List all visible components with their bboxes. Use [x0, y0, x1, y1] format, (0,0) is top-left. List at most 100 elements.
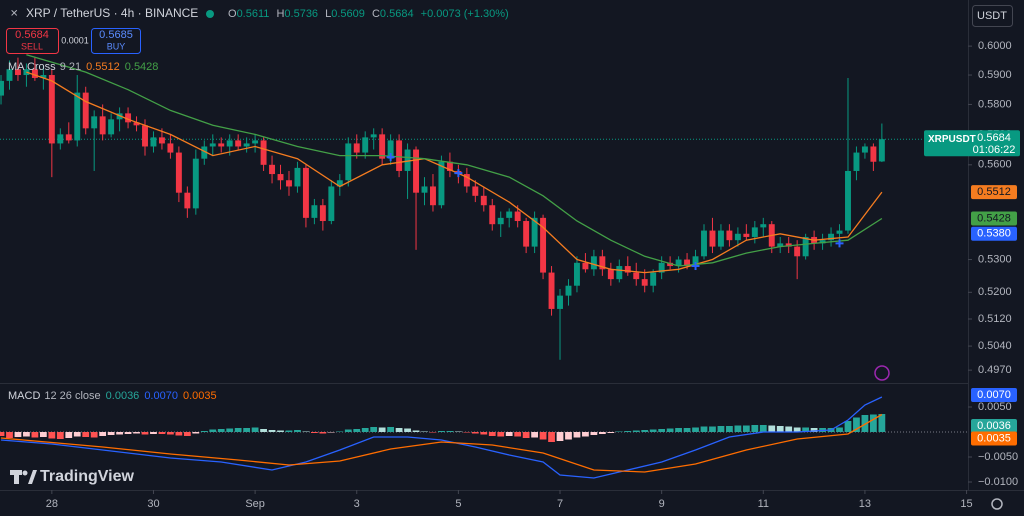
cross-marker: [454, 169, 463, 178]
candle-body: [794, 246, 801, 257]
collapse-icon[interactable]: ✕: [10, 9, 18, 20]
histogram-bar: [590, 432, 598, 435]
candle-body: [836, 230, 843, 234]
histogram-bar: [167, 432, 174, 435]
ohlc-value: 0.5684: [380, 8, 414, 20]
macd-name: MACD: [8, 390, 40, 402]
x-tick-label: 3: [354, 498, 360, 510]
x-tick-label: 5: [455, 498, 461, 510]
price-tag-label: 0.5428: [977, 212, 1011, 224]
histogram-bar: [56, 432, 64, 439]
histogram-bar: [302, 431, 310, 432]
signal-value: 0.0035: [183, 390, 217, 402]
histogram-bar: [209, 429, 217, 432]
histogram-bar: [344, 429, 352, 432]
indicator-name: MA Cross: [8, 61, 56, 73]
histogram-bar: [446, 431, 454, 432]
histogram-bar: [878, 414, 886, 432]
histogram-bar: [454, 431, 462, 432]
y-tick-label: 0.5040: [978, 340, 1012, 352]
candle-body: [624, 266, 631, 273]
candle-body: [48, 75, 55, 144]
histogram-bar: [387, 427, 395, 432]
change: +0.0073 (+1.30%): [421, 8, 509, 20]
histogram-bar: [802, 427, 810, 432]
sell-label: SELL: [21, 41, 43, 51]
candle-body: [218, 143, 225, 147]
y-tick-label: 0.5900: [978, 69, 1012, 81]
currency-button[interactable]: [972, 5, 1013, 27]
candle-body: [0, 80, 4, 96]
histogram-bar: [6, 432, 13, 438]
price-tag: [971, 419, 1017, 433]
candle-body: [209, 143, 216, 147]
indicator-legend: MA Cross 9 21 0.5512 0.5428: [8, 61, 158, 73]
histogram-bar: [742, 425, 750, 432]
histogram-bar: [658, 429, 666, 432]
histogram-bar: [556, 432, 564, 441]
histogram-bar: [90, 432, 98, 438]
candle-body: [142, 125, 148, 147]
candle-body: [641, 279, 648, 286]
cross-marker: [386, 153, 395, 162]
symbol-tag: [924, 130, 1020, 157]
settings-icon[interactable]: [991, 498, 1003, 510]
market-status[interactable]: [206, 10, 214, 18]
ohlc-value: 0.5611: [237, 8, 270, 20]
cross-marker: [691, 262, 700, 271]
candle-body: [370, 134, 377, 138]
y-tick-label: −0.0050: [978, 451, 1018, 463]
candle-body: [99, 116, 106, 135]
buy-button[interactable]: [91, 28, 141, 54]
candle-body: [269, 164, 276, 175]
y-tick-label: 0.4970: [978, 364, 1012, 376]
buy-price: 0.5685: [99, 29, 133, 41]
y-tick-label: 0.5600: [978, 159, 1012, 171]
histogram-bar: [73, 432, 81, 437]
histogram-bar: [39, 432, 47, 437]
candle-body: [438, 161, 445, 206]
histogram-bar: [311, 432, 318, 433]
histogram-bar: [531, 432, 538, 438]
candle-body: [616, 266, 623, 280]
candle-body: [430, 186, 436, 206]
histogram-bar: [251, 427, 259, 432]
price-tag: [971, 388, 1017, 402]
histogram-bar: [353, 429, 361, 432]
candle-body: [582, 262, 589, 270]
histogram-bar: [666, 428, 674, 432]
candle-body: [286, 180, 292, 187]
candle-body: [243, 143, 250, 147]
x-tick-label: 15: [960, 498, 972, 510]
histogram-bar: [23, 432, 30, 437]
histogram-bar: [649, 429, 657, 432]
histogram-bar: [861, 415, 869, 432]
histogram-bar: [404, 428, 411, 432]
alert-icon[interactable]: [874, 365, 890, 381]
indicator-line: [26, 71, 883, 274]
candle-body: [175, 152, 182, 193]
candle-body: [319, 205, 326, 222]
candle-body: [404, 149, 411, 171]
sell-button[interactable]: [6, 28, 59, 54]
candle-body: [828, 233, 835, 241]
histogram-bar: [853, 417, 860, 432]
candle-body: [777, 243, 784, 247]
ohlc-label: L: [325, 8, 331, 20]
candle-body: [201, 146, 208, 159]
candle-body: [6, 69, 13, 81]
candle-body: [192, 158, 199, 209]
candle-body: [294, 167, 301, 187]
candle-body: [701, 230, 707, 257]
candle-body: [557, 295, 563, 309]
price-tag: [971, 226, 1017, 241]
histogram-bar: [395, 428, 403, 432]
candle-body: [57, 134, 64, 144]
candle-body: [590, 256, 597, 270]
symbol-title[interactable]: XRP / TetherUS · 4h · BINANCE: [26, 6, 198, 20]
candle-body: [252, 140, 259, 144]
candle-body: [870, 146, 877, 162]
candle-body: [802, 236, 809, 257]
candle-body: [158, 137, 165, 144]
candle-body: [150, 137, 157, 147]
